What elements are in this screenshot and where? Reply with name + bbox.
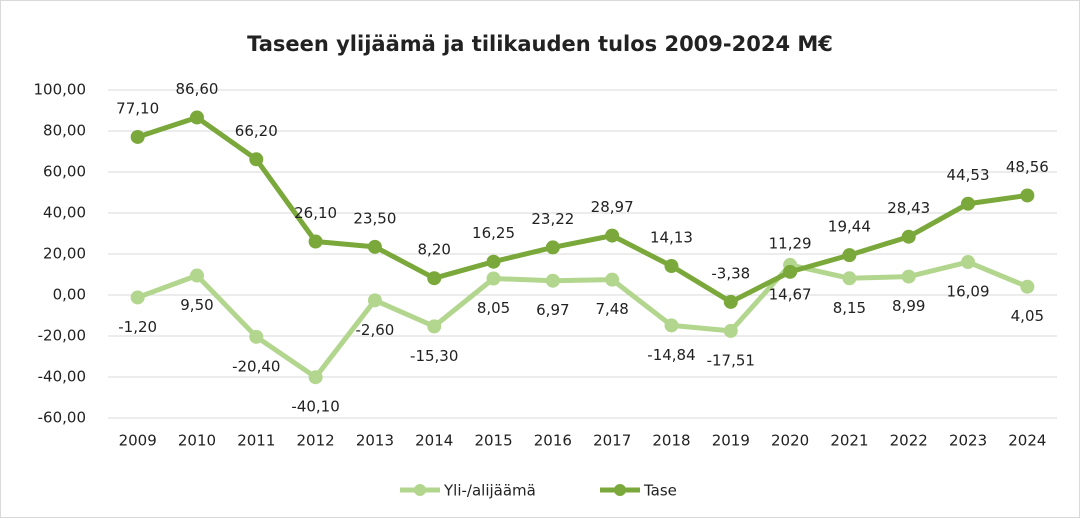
x-tick-label: 2010 — [178, 432, 216, 450]
data-label: 8,05 — [477, 299, 510, 317]
point — [367, 293, 382, 308]
point — [783, 264, 798, 279]
data-label: -2,60 — [356, 321, 395, 339]
point — [249, 152, 264, 167]
data-label: 16,25 — [472, 224, 515, 242]
x-tick-label: 2014 — [415, 432, 453, 450]
point — [308, 370, 323, 385]
data-label: -1,20 — [118, 318, 157, 336]
point — [367, 239, 382, 254]
y-tick-label: 40,00 — [43, 204, 86, 222]
chart-title: Taseen ylijäämä ja tilikauden tulos 2009… — [247, 32, 833, 56]
point — [842, 271, 857, 286]
y-tick-label: 80,00 — [43, 122, 86, 140]
point — [545, 273, 560, 288]
point — [605, 272, 620, 287]
series-line — [136, 114, 1028, 305]
data-label: 28,97 — [591, 198, 634, 216]
x-tick-label: 2020 — [771, 432, 809, 450]
y-tick-label: 0,00 — [53, 286, 86, 304]
x-tick-label: 2012 — [297, 432, 335, 450]
point — [1020, 188, 1035, 203]
point — [605, 228, 620, 243]
point — [842, 248, 857, 263]
x-tick-label: 2011 — [237, 432, 275, 450]
y-tick-label: -40,00 — [38, 368, 86, 386]
data-label: 26,10 — [294, 204, 337, 222]
data-label: -17,51 — [707, 351, 755, 369]
data-label: 23,50 — [353, 209, 396, 227]
data-label: 6,97 — [536, 301, 569, 319]
point — [486, 254, 501, 269]
legend-label: Tase — [643, 482, 677, 500]
y-tick-label: 20,00 — [43, 245, 86, 263]
data-label: 7,48 — [595, 300, 628, 318]
y-tick-label: -60,00 — [38, 409, 86, 427]
y-tick-label: -20,00 — [38, 327, 86, 345]
data-label: 86,60 — [175, 80, 218, 98]
data-label: -40,10 — [291, 398, 339, 416]
x-tick-label: 2016 — [534, 432, 572, 450]
data-label: 8,99 — [892, 297, 925, 315]
point — [427, 319, 442, 334]
point — [130, 129, 145, 144]
data-label: 28,43 — [887, 199, 930, 217]
point — [249, 329, 264, 344]
series-line — [136, 259, 1029, 380]
point — [308, 234, 323, 249]
data-label: 9,50 — [180, 296, 213, 314]
data-label: 66,20 — [235, 122, 278, 140]
y-tick-label: 60,00 — [43, 163, 86, 181]
data-label: 8,15 — [833, 299, 866, 317]
data-label: 23,22 — [531, 210, 574, 228]
data-label: 19,44 — [828, 218, 871, 236]
legend-marker — [614, 484, 626, 496]
x-tick-label: 2023 — [949, 432, 987, 450]
y-tick-label: 100,00 — [34, 81, 87, 99]
legend-label: Yli-/alijäämä — [443, 482, 536, 500]
data-label: 16,09 — [947, 283, 990, 301]
point — [189, 110, 204, 125]
point — [1020, 279, 1035, 294]
point — [723, 323, 738, 338]
x-tick-label: 2017 — [593, 432, 631, 450]
point — [130, 290, 145, 305]
data-label: 14,13 — [650, 229, 693, 247]
data-label: 48,56 — [1006, 158, 1049, 176]
data-label: -3,38 — [711, 264, 750, 282]
data-label: 8,20 — [418, 241, 451, 259]
point — [664, 318, 679, 333]
x-tick-label: 2021 — [830, 432, 868, 450]
x-tick-label: 2022 — [890, 432, 928, 450]
x-tick-label: 2015 — [474, 432, 512, 450]
data-label: -15,30 — [410, 347, 458, 365]
data-label: 44,53 — [947, 166, 990, 184]
data-label: 4,05 — [1011, 307, 1044, 325]
point — [961, 255, 976, 270]
point — [723, 294, 738, 309]
data-label: -20,40 — [232, 357, 280, 375]
legend-marker — [414, 484, 426, 496]
point — [961, 196, 976, 211]
point — [545, 240, 560, 255]
data-label: 14,67 — [769, 285, 812, 303]
point — [189, 268, 204, 283]
data-label: -14,84 — [647, 346, 695, 364]
x-tick-label: 2009 — [119, 432, 157, 450]
point — [427, 271, 442, 286]
x-tick-label: 2013 — [356, 432, 394, 450]
data-label: 77,10 — [116, 99, 159, 117]
x-tick-label: 2018 — [652, 432, 690, 450]
data-label: 11,29 — [769, 234, 812, 252]
x-tick-label: 2024 — [1008, 432, 1046, 450]
point — [901, 229, 916, 244]
point — [664, 259, 679, 274]
point — [901, 269, 916, 284]
point — [486, 271, 501, 286]
x-tick-label: 2019 — [712, 432, 750, 450]
